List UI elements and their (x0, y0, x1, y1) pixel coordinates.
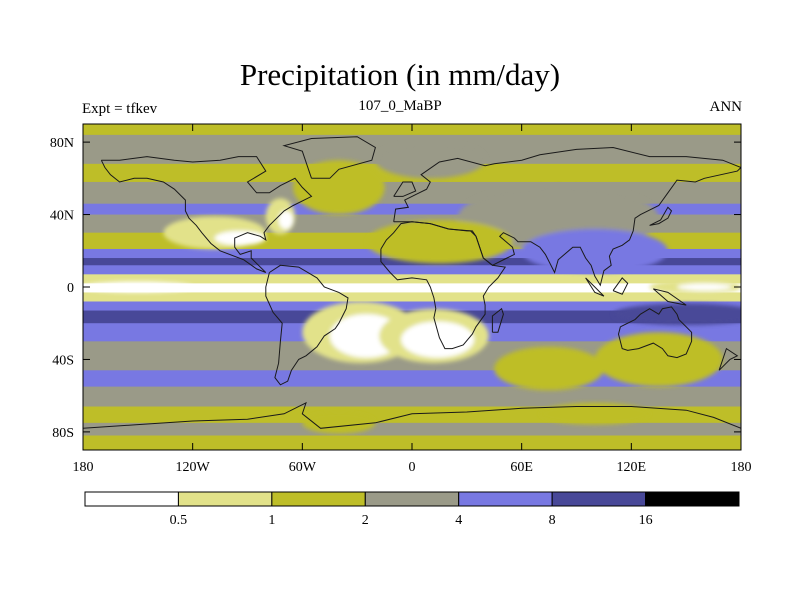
coastline-10 (585, 277, 605, 297)
precip-band-20 (83, 422, 741, 437)
y-tick-label-4: 80S (52, 426, 74, 441)
colorbar-label-2: 2 (362, 513, 369, 528)
precip-patch-18 (83, 281, 193, 293)
y-tick-label-0: 80N (50, 136, 74, 151)
x-tick-label-6: 180 (731, 460, 752, 475)
coastline-5 (617, 306, 693, 359)
precip-field (83, 124, 741, 450)
coastline-2 (282, 136, 376, 179)
precip-band-21 (83, 435, 741, 450)
x-tick-label-1: 120W (176, 460, 211, 475)
y-axis: 80N 40N 0 40S 80S (50, 136, 741, 441)
precip-patch-20 (539, 402, 650, 425)
colorbar-label-4: 8 (549, 513, 556, 528)
season-label: ANN (709, 99, 743, 115)
precip-band-8 (83, 258, 741, 266)
precip-band-9 (83, 265, 741, 275)
precip-patch-14 (594, 332, 723, 387)
precip-patch-13 (494, 346, 604, 391)
colorbar-swatch-0 (84, 491, 179, 507)
precip-patch-3 (278, 210, 294, 230)
x-tick-label-5: 120E (617, 460, 647, 475)
precip-patch-15 (613, 303, 741, 326)
colorbar-label-5: 16 (639, 513, 653, 528)
coastline-7 (83, 401, 741, 429)
x-axis: 180 120W 60W 0 60E 120E 180 (73, 124, 752, 475)
coastline-8 (393, 181, 417, 197)
coastline-3 (393, 146, 741, 287)
precip-band-18 (83, 386, 741, 408)
colorbar-swatch-3 (364, 491, 460, 507)
coastline-11 (612, 277, 629, 295)
precip-band-4 (83, 203, 741, 216)
x-tick-label-0: 180 (73, 460, 94, 475)
precip-band-11 (83, 283, 741, 293)
coastline-13 (718, 347, 739, 371)
precip-patches (83, 142, 741, 434)
chart-title: Precipitation (in mm/day) (239, 57, 561, 92)
colorbar-swatch-6 (645, 491, 740, 507)
colorbar-label-0: 0.5 (170, 513, 188, 528)
experiment-label: Expt = tfkev (82, 101, 158, 117)
precip-patch-7 (521, 229, 668, 273)
coastline-6 (491, 307, 504, 333)
x-tick-label-4: 60E (510, 460, 533, 475)
y-tick-label-3: 40S (52, 353, 74, 368)
precip-band-13 (83, 301, 741, 312)
colorbar-swatch-1 (177, 491, 273, 507)
precip-band-12 (83, 292, 741, 302)
precip-patch-17 (677, 283, 732, 291)
precip-patch-1 (214, 230, 266, 246)
coastline-0 (100, 156, 313, 273)
coastline-12 (652, 288, 687, 306)
colorbar-label-3: 4 (455, 513, 462, 528)
colorbar-legend: 0.5 1 2 4 8 16 (84, 491, 740, 528)
precip-patch-12 (401, 321, 475, 358)
x-tick-label-2: 60W (289, 460, 317, 475)
colorbar-swatch-5 (551, 491, 647, 507)
colorbar-swatch-4 (458, 491, 553, 507)
coastlines (83, 136, 741, 429)
coastline-4 (380, 221, 507, 350)
precip-patch-8 (366, 219, 513, 264)
period-label: 107_0_MaBP (358, 98, 442, 114)
coastline-9 (649, 206, 673, 226)
colorbar-label-1: 1 (268, 513, 275, 528)
x-tick-label-3: 0 (409, 460, 416, 475)
precip-patch-5 (375, 142, 486, 179)
colorbar-swatch-2 (271, 491, 366, 507)
precip-band-10 (83, 274, 741, 284)
precip-patch-4 (293, 160, 385, 215)
y-tick-label-1: 40N (50, 209, 74, 224)
coastline-1 (265, 264, 349, 386)
y-tick-label-2: 0 (67, 281, 74, 296)
